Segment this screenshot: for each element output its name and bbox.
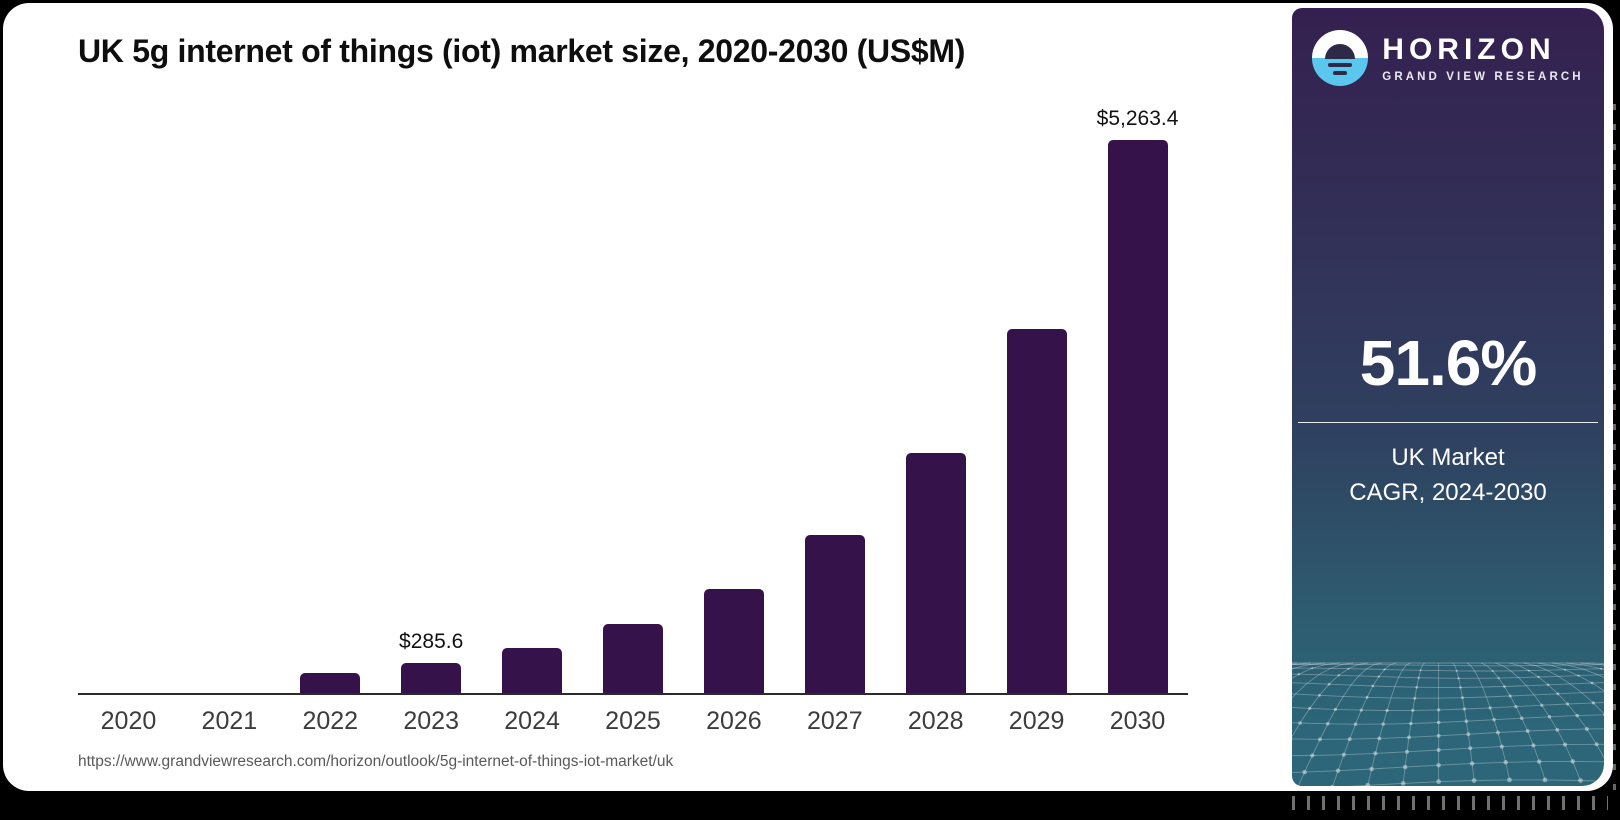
- x-tick-2028: 2028: [907, 707, 964, 735]
- bar-slot-2023: $285.6: [381, 140, 482, 693]
- bar-2022: [300, 673, 361, 693]
- brand-name: HORIZON: [1382, 33, 1556, 66]
- x-tick-2020: 2020: [100, 707, 157, 735]
- x-tick-2023: 2023: [403, 707, 459, 735]
- right-dash-marks: [1613, 96, 1616, 790]
- x-tick-2027: 2027: [806, 707, 863, 735]
- x-tick-2029: 2029: [1008, 707, 1065, 735]
- chart-title: UK 5g internet of things (iot) market si…: [78, 33, 966, 69]
- bar-slot-2020: [78, 140, 179, 693]
- x-tick-2022: 2022: [302, 707, 359, 735]
- cagr-value: 51.6%: [1359, 327, 1537, 399]
- bar-slot-2028: [885, 140, 986, 693]
- source-url: https://www.grandviewresearch.com/horizo…: [78, 753, 674, 770]
- bar-chart: $285.6 $5,263.4 2020 2021 2022 2023 2024 2025 2…: [78, 107, 1188, 736]
- stat-caption-line1: UK Market: [1391, 444, 1505, 471]
- brand-panel: HORIZON GRAND VIEW RESEARCH 51.6% UK Mar…: [1292, 8, 1604, 786]
- mesh-pattern: [1292, 662, 1604, 786]
- bar-slot-2029: [986, 140, 1087, 693]
- chart-card: UK 5g internet of things (iot) market si…: [3, 3, 1613, 791]
- bar-2030: [1107, 140, 1168, 693]
- bar-slot-2026: [683, 140, 784, 693]
- bar-slot-2027: [784, 140, 885, 693]
- bar-2026: [703, 588, 764, 693]
- stat-block: 51.6% UK Market CAGR, 2024-2030: [1292, 326, 1604, 511]
- x-tick-2025: 2025: [605, 707, 661, 735]
- horizon-sunrise-logo-icon: [1312, 30, 1369, 86]
- x-axis-ticks: 2020 2021 2022 2023 2024 2025 2026 2027 2028 2029…: [78, 707, 1188, 736]
- x-tick-2030: 2030: [1109, 707, 1166, 735]
- bar-2025: [602, 624, 663, 693]
- brand-subtitle: GRAND VIEW RESEARCH: [1382, 71, 1584, 83]
- x-tick-2021: 2021: [201, 707, 258, 735]
- wireframe-mesh-decoration: [1292, 660, 1604, 786]
- brand-row: HORIZON GRAND VIEW RESEARCH: [1292, 30, 1604, 86]
- bar-2028: [905, 452, 966, 693]
- bar-slot-2024: [482, 140, 583, 693]
- bar-slot-2021: [179, 140, 280, 693]
- stat-caption-line2: CAGR, 2024-2030: [1349, 478, 1547, 506]
- plot-area: $285.6 $5,263.4: [78, 107, 1188, 695]
- logo-reflection-line: [1333, 71, 1348, 75]
- bar-value-label-2023: $285.6: [399, 630, 464, 653]
- bar-slot-2030: $5,263.4: [1087, 107, 1188, 693]
- bar-2024: [502, 647, 563, 693]
- brand-text: HORIZON GRAND VIEW RESEARCH: [1382, 33, 1583, 83]
- bar-slot-2025: [583, 140, 684, 693]
- x-tick-2026: 2026: [706, 707, 762, 735]
- bar-2027: [804, 534, 865, 693]
- bar-value-label-2030: $5,263.4: [1096, 107, 1179, 130]
- bar-slot-2022: [280, 140, 381, 693]
- x-tick-2024: 2024: [504, 707, 560, 735]
- bar-2023: [401, 663, 462, 693]
- logo-reflection-line: [1328, 63, 1353, 67]
- bar-2029: [1006, 328, 1067, 693]
- stat-divider: [1298, 422, 1598, 423]
- bottom-dash-marks: [1292, 796, 1608, 810]
- logo-dome-shape: [1325, 44, 1356, 59]
